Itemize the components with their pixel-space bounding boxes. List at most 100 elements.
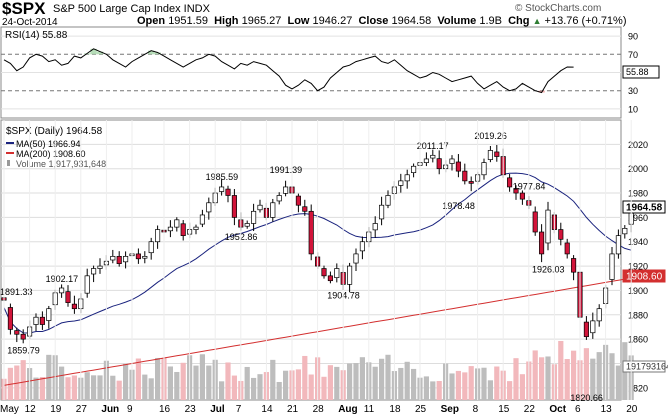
x-tick-label: 14 bbox=[261, 404, 273, 415]
close-value: 1964.58 bbox=[391, 15, 432, 27]
volume-bar bbox=[244, 366, 250, 400]
candle-up bbox=[244, 223, 250, 227]
open-label: Open bbox=[137, 15, 166, 27]
symbol-title: $SPX bbox=[2, 0, 46, 18]
volume-bar bbox=[609, 353, 615, 400]
volume-bar bbox=[295, 369, 301, 400]
annotation-label: 1891.33 bbox=[0, 287, 33, 297]
x-tick-label: 27 bbox=[76, 404, 88, 415]
volume-bar bbox=[321, 376, 327, 400]
legend-volume-swatch bbox=[7, 160, 10, 166]
volume-bar bbox=[590, 358, 596, 400]
volume-bar bbox=[97, 375, 103, 400]
candle-up bbox=[167, 226, 173, 232]
volume-bar bbox=[283, 370, 289, 400]
volume-bar bbox=[193, 365, 199, 400]
volume-bar bbox=[385, 354, 391, 400]
price-tick-label: 1980 bbox=[628, 189, 648, 199]
candle-down bbox=[65, 291, 71, 303]
rsi-tick-label: 30 bbox=[628, 86, 638, 96]
volume-bar bbox=[379, 358, 385, 400]
x-axis: May 12 19 27 Jun 9 16 23 Jul 7 14 21 28 Aug 11 18 25 Sep 8… bbox=[0, 120, 638, 415]
volume-bar bbox=[225, 362, 231, 400]
volume-bar bbox=[558, 340, 564, 400]
candle-up bbox=[590, 320, 596, 334]
candle-down bbox=[436, 158, 442, 170]
copyright-text: © StockCharts.com bbox=[515, 3, 602, 14]
last-price-text: 1964.58 bbox=[626, 203, 663, 214]
x-tick-label: 7 bbox=[236, 404, 242, 415]
candle-down bbox=[308, 210, 314, 255]
candle-up bbox=[123, 255, 129, 263]
legend-ma50: MA(50) 1966.94 bbox=[16, 139, 81, 149]
last-price-tag: 1964.58 bbox=[622, 200, 666, 214]
x-tick-label: 18 bbox=[389, 404, 401, 415]
candle-down bbox=[327, 275, 333, 282]
volume-bar bbox=[199, 354, 205, 400]
volume-bar bbox=[219, 381, 225, 400]
x-tick-label: 22 bbox=[524, 404, 536, 415]
volume-bar bbox=[583, 348, 589, 400]
rsi-overbought bbox=[90, 48, 97, 55]
price-legend: $SPX (Daily) 1964.58 MA(50) 1966.94 MA(2… bbox=[6, 126, 106, 169]
candle-up bbox=[270, 202, 276, 218]
candle-up bbox=[155, 229, 161, 243]
volume-bar bbox=[494, 366, 500, 400]
rsi-panel: 9070503010 RSI(14) 55.88 55.88 bbox=[0, 26, 660, 119]
x-tick-label: 6 bbox=[575, 404, 581, 415]
candle-up bbox=[33, 316, 39, 325]
x-tick-label: Sep bbox=[441, 404, 459, 415]
volume-bar bbox=[142, 374, 148, 400]
candle-up bbox=[59, 287, 65, 294]
x-tick-label: 28 bbox=[313, 404, 325, 415]
x-tick-label: Oct bbox=[549, 404, 566, 415]
volume-bar bbox=[39, 377, 45, 400]
candle-down bbox=[20, 333, 26, 340]
candle-up bbox=[359, 241, 365, 252]
volume-label: Volume bbox=[437, 15, 477, 27]
candle-down bbox=[180, 223, 186, 237]
annotation-label: 2011.17 bbox=[417, 141, 449, 151]
volume-tag: 1917931648 bbox=[622, 360, 668, 373]
candle-up bbox=[46, 308, 52, 321]
legend-volume: Volume 1,917,931,648 bbox=[16, 159, 106, 169]
rsi-line bbox=[3, 48, 574, 94]
candle-up bbox=[622, 227, 628, 235]
x-tick-label: 21 bbox=[287, 404, 299, 415]
candle-up bbox=[174, 219, 180, 228]
candle-down bbox=[558, 229, 564, 240]
candle-down bbox=[571, 258, 577, 273]
volume-bar bbox=[59, 366, 65, 400]
candle-up bbox=[148, 241, 154, 254]
candle-down bbox=[564, 242, 570, 255]
annotation-label: 1859.79 bbox=[7, 345, 40, 355]
volume-bar bbox=[231, 375, 237, 400]
annotation-label: 1926.03 bbox=[532, 265, 565, 275]
x-tick-label: Aug bbox=[338, 404, 357, 415]
candle-up bbox=[142, 255, 148, 259]
volume-bar bbox=[462, 372, 468, 400]
candle-down bbox=[532, 211, 538, 233]
open-value: 1951.59 bbox=[168, 15, 208, 27]
x-tick-label: 12 bbox=[25, 404, 37, 415]
price-tick-label: 2000 bbox=[628, 164, 648, 174]
rsi-overbought bbox=[148, 50, 155, 55]
rsi-tick-label: 10 bbox=[628, 104, 638, 114]
volume-bar bbox=[276, 381, 282, 400]
candle-up bbox=[449, 158, 455, 164]
volume-bar bbox=[449, 373, 455, 400]
candle-up bbox=[596, 308, 602, 322]
volume-bar bbox=[615, 365, 621, 400]
ma200-tag: 1908.60 bbox=[622, 269, 666, 283]
candle-up bbox=[97, 265, 103, 269]
rsi-overbought bbox=[154, 52, 161, 55]
volume-bar bbox=[353, 363, 359, 400]
x-tick-label: 16 bbox=[159, 404, 171, 415]
x-tick-label: Jul bbox=[210, 404, 225, 415]
volume-bar bbox=[33, 377, 39, 400]
chg-arrow-icon: ▲ bbox=[532, 16, 542, 26]
candle-down bbox=[519, 192, 525, 200]
x-tick-label: 8 bbox=[473, 404, 479, 415]
volume-bar bbox=[359, 357, 365, 400]
candle-up bbox=[404, 174, 410, 182]
